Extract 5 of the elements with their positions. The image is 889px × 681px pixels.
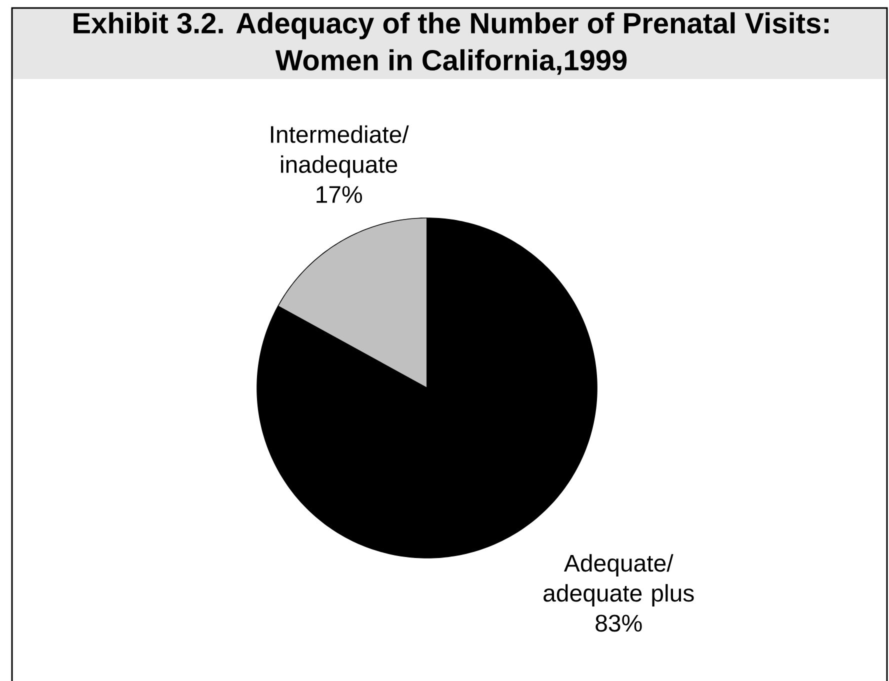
chart-title: Exhibit 3.2. Adequacy of the Number of Prenatal Visits: Women in California,1999 [74, 12, 829, 75]
slice-label: Adequate/ adequate plus [544, 554, 694, 606]
data-label: 83% [596, 614, 642, 632]
slice-label: Intermediate/ inadequate [271, 125, 409, 178]
data-label: 17% [316, 186, 362, 203]
